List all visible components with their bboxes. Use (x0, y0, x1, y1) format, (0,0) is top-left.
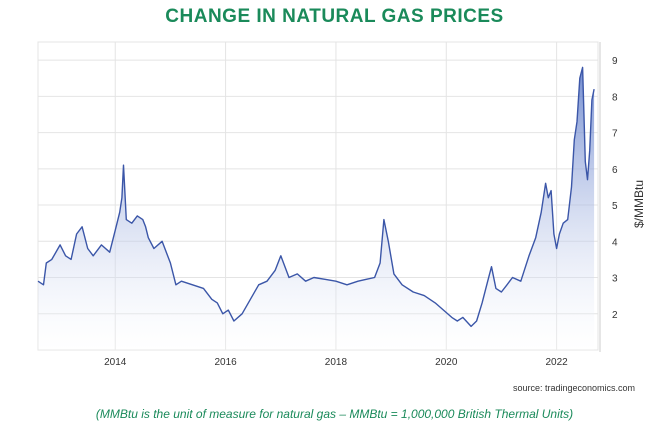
y-axis: 2 3 4 5 6 7 8 9 (612, 56, 618, 321)
page-title: CHANGE IN NATURAL GAS PRICES (165, 6, 504, 27)
area-series (37, 66, 595, 351)
y-tick-label: 6 (612, 165, 618, 176)
area-fill (38, 67, 595, 351)
x-axis: 2014 2016 2018 2020 2022 (104, 357, 568, 368)
footnote: (MMBtu is the unit of measure for natura… (95, 407, 574, 421)
source-note: source: tradingeconomics.com (512, 383, 635, 393)
y-tick-label: 3 (612, 274, 618, 285)
y-tick-label: 9 (612, 56, 618, 67)
y-tick-label: 7 (612, 129, 618, 140)
y-tick-label: 2 (612, 310, 618, 321)
series-line (37, 66, 595, 328)
y-tick-label: 8 (612, 92, 618, 103)
x-tick-label: 2016 (214, 357, 237, 368)
y-axis-label: $/MMBtu (632, 180, 646, 228)
x-tick-label: 2020 (435, 357, 458, 368)
y-tick-label: 5 (612, 201, 618, 212)
x-tick-label: 2018 (325, 357, 348, 368)
y-tick-label: 4 (612, 237, 618, 248)
x-tick-label: 2014 (104, 357, 127, 368)
x-tick-label: 2022 (545, 357, 568, 368)
